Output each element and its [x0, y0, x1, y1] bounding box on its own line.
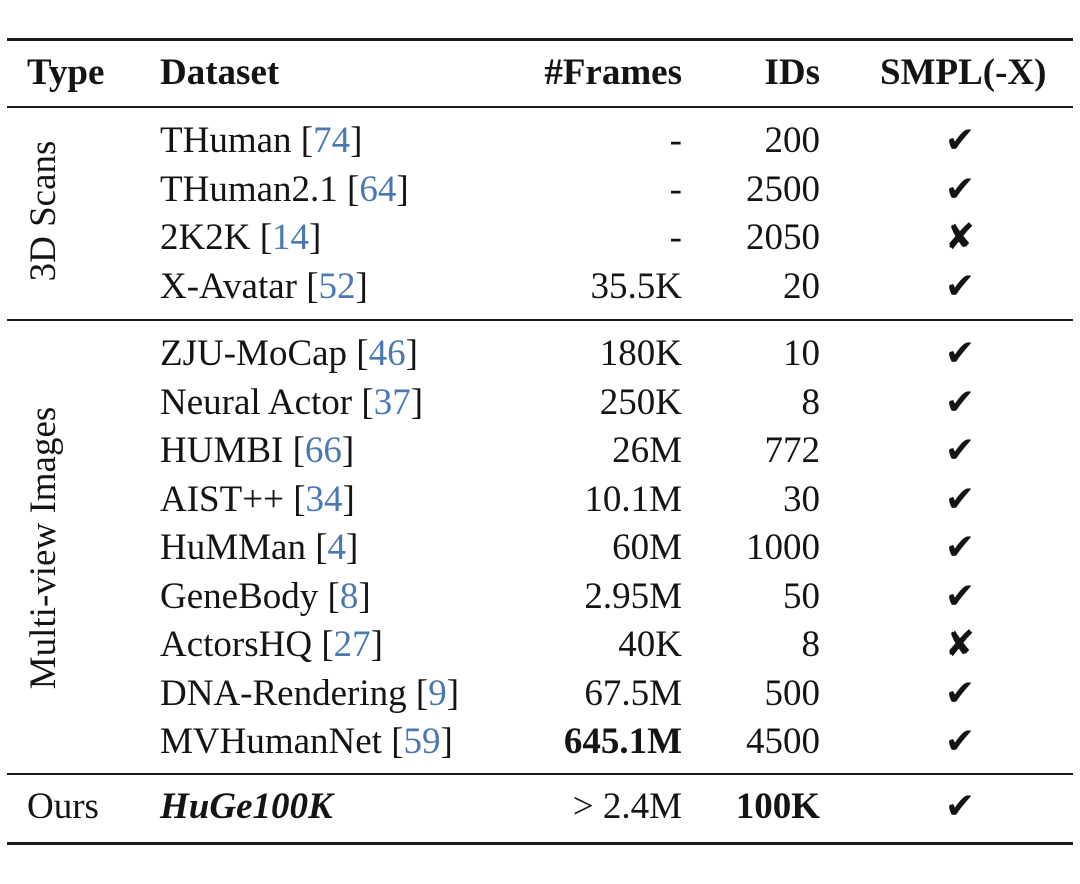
ours-type: Ours — [27, 786, 99, 827]
ids-cell: 8 — [801, 382, 821, 423]
dataset-name: HuMMan — [160, 527, 306, 568]
ids-cell: 20 — [783, 266, 820, 307]
dataset-name-cell: THuman [74] — [160, 120, 363, 161]
dataset-name-cell: ZJU-MoCap [46] — [160, 333, 418, 374]
dataset-name: THuman2.1 — [160, 169, 338, 210]
header-ids: IDs — [764, 52, 820, 93]
frames-cell: - — [669, 169, 682, 210]
citation-link[interactable]: 46 — [368, 333, 406, 374]
citation-link[interactable]: 34 — [305, 479, 343, 520]
check-mark-icon: ✔ — [944, 266, 976, 307]
citation-link[interactable]: 8 — [339, 576, 359, 617]
ours-dataset: HuGe100K — [160, 786, 333, 827]
dataset-name-cell: X-Avatar [52] — [160, 266, 368, 307]
dataset-name: ActorsHQ — [160, 624, 313, 665]
dataset-name: GeneBody — [160, 576, 319, 617]
check-mark-icon: ✔ — [944, 527, 976, 568]
frames-cell: 250K — [599, 382, 682, 423]
check-mark-icon: ✔ — [944, 479, 976, 520]
dataset-name: MVHumanNet — [160, 721, 382, 762]
header-dataset: Dataset — [160, 52, 280, 93]
dataset-name: 2K2K — [160, 217, 251, 258]
check-mark-icon: ✔ — [944, 576, 976, 617]
frames-cell: 2.95M — [584, 576, 682, 617]
ours-smpl-mark: ✔ — [944, 786, 976, 827]
dataset-name-cell: Neural Actor [37] — [160, 382, 424, 423]
citation-link[interactable]: 52 — [318, 266, 356, 307]
ids-cell: 772 — [764, 430, 821, 471]
dataset-name: HUMBI — [160, 430, 284, 471]
citation-link[interactable]: 37 — [373, 382, 411, 423]
frames-cell: 40K — [618, 624, 682, 665]
citation-link[interactable]: 64 — [359, 169, 397, 210]
ids-cell: 8 — [801, 624, 821, 665]
dataset-name-cell: HUMBI [66] — [160, 430, 355, 471]
dataset-name: DNA-Rendering — [160, 673, 407, 714]
ids-cell: 200 — [764, 120, 821, 161]
ids-cell: 30 — [783, 479, 820, 520]
frames-cell: - — [669, 120, 682, 161]
check-mark-icon: ✔ — [944, 430, 976, 471]
frames-cell: 60M — [612, 527, 682, 568]
citation-link[interactable]: 4 — [327, 527, 347, 568]
check-mark-icon: ✔ — [944, 673, 976, 714]
dataset-name-cell: MVHumanNet [59] — [160, 721, 453, 762]
check-mark-icon: ✔ — [944, 333, 976, 374]
frames-cell: 67.5M — [584, 673, 682, 714]
ids-cell: 10 — [783, 333, 820, 374]
dataset-name-cell: THuman2.1 [64] — [160, 169, 409, 210]
check-mark-icon: ✔ — [944, 120, 976, 161]
header-frames: #Frames — [544, 52, 682, 93]
ids-cell: 50 — [783, 576, 820, 617]
citation-link[interactable]: 14 — [272, 217, 310, 258]
frames-cell: 645.1M — [563, 721, 682, 762]
frames-cell: - — [669, 217, 682, 258]
check-mark-icon: ✔ — [944, 382, 976, 423]
dataset-name-cell: ActorsHQ [27] — [160, 624, 383, 665]
dataset-name: THuman — [160, 120, 292, 161]
dataset-name-cell: DNA-Rendering [9] — [160, 673, 460, 714]
ids-cell: 500 — [764, 673, 821, 714]
dataset-name: AIST++ — [160, 479, 284, 520]
check-mark-icon: ✔ — [944, 169, 976, 210]
group-rule — [7, 319, 1073, 321]
bottom-rule — [7, 842, 1073, 845]
header-smpl: SMPL(-X) — [880, 52, 1047, 93]
dataset-name-cell: AIST++ [34] — [160, 479, 355, 520]
group-label-3d-scans: 3D Scans — [23, 140, 64, 282]
dataset-name-cell: 2K2K [14] — [160, 217, 322, 258]
citation-link[interactable]: 9 — [428, 673, 447, 714]
top-rule — [7, 38, 1073, 41]
dataset-name: Neural Actor — [160, 382, 353, 423]
citation-link[interactable]: 74 — [313, 120, 351, 161]
dataset-name-cell: HuMMan [4] — [160, 527, 359, 568]
ours-frames: > 2.4M — [572, 786, 682, 827]
dataset-name: X-Avatar — [160, 266, 297, 307]
header-type: Type — [27, 52, 105, 93]
ids-cell: 4500 — [746, 721, 820, 762]
group-label-multi-view: Multi-view Images — [23, 406, 64, 690]
ours-rule — [7, 773, 1073, 775]
header-rule — [7, 106, 1073, 108]
frames-cell: 10.1M — [584, 479, 682, 520]
ids-cell: 1000 — [746, 527, 820, 568]
ids-cell: 2050 — [746, 217, 820, 258]
citation-link[interactable]: 59 — [403, 721, 441, 762]
ids-cell: 2500 — [746, 169, 820, 210]
frames-cell: 35.5K — [590, 266, 682, 307]
ours-ids: 100K — [735, 786, 820, 827]
frames-cell: 26M — [612, 430, 682, 471]
cross-mark-icon: ✘ — [944, 624, 976, 665]
citation-link[interactable]: 66 — [304, 430, 342, 471]
dataset-name-cell: GeneBody [8] — [160, 576, 371, 617]
cross-mark-icon: ✘ — [944, 217, 976, 258]
dataset-name: ZJU-MoCap — [160, 333, 348, 374]
frames-cell: 180K — [599, 333, 682, 374]
citation-link[interactable]: 27 — [333, 624, 371, 665]
check-mark-icon: ✔ — [944, 721, 976, 762]
